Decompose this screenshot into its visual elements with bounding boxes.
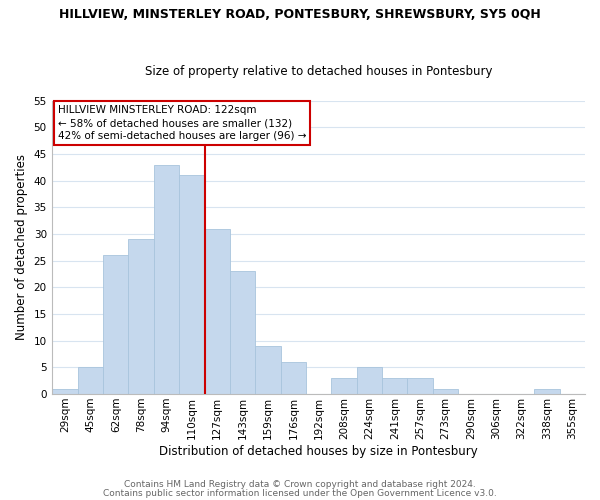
Bar: [52, 388, 78, 394]
Y-axis label: Number of detached properties: Number of detached properties: [15, 154, 28, 340]
Title: Size of property relative to detached houses in Pontesbury: Size of property relative to detached ho…: [145, 66, 493, 78]
Text: Contains HM Land Registry data © Crown copyright and database right 2024.: Contains HM Land Registry data © Crown c…: [124, 480, 476, 489]
Bar: [154, 164, 179, 394]
Bar: [534, 388, 560, 394]
X-axis label: Distribution of detached houses by size in Pontesbury: Distribution of detached houses by size …: [160, 444, 478, 458]
Text: Contains public sector information licensed under the Open Government Licence v3: Contains public sector information licen…: [103, 490, 497, 498]
Bar: [128, 240, 154, 394]
Bar: [382, 378, 407, 394]
Bar: [179, 175, 205, 394]
Bar: [205, 228, 230, 394]
Bar: [103, 256, 128, 394]
Bar: [357, 368, 382, 394]
Bar: [331, 378, 357, 394]
Bar: [433, 388, 458, 394]
Bar: [281, 362, 306, 394]
Bar: [255, 346, 281, 394]
Bar: [407, 378, 433, 394]
Bar: [230, 272, 255, 394]
Text: HILLVIEW MINSTERLEY ROAD: 122sqm
← 58% of detached houses are smaller (132)
42% : HILLVIEW MINSTERLEY ROAD: 122sqm ← 58% o…: [58, 105, 306, 142]
Bar: [78, 368, 103, 394]
Text: HILLVIEW, MINSTERLEY ROAD, PONTESBURY, SHREWSBURY, SY5 0QH: HILLVIEW, MINSTERLEY ROAD, PONTESBURY, S…: [59, 8, 541, 20]
